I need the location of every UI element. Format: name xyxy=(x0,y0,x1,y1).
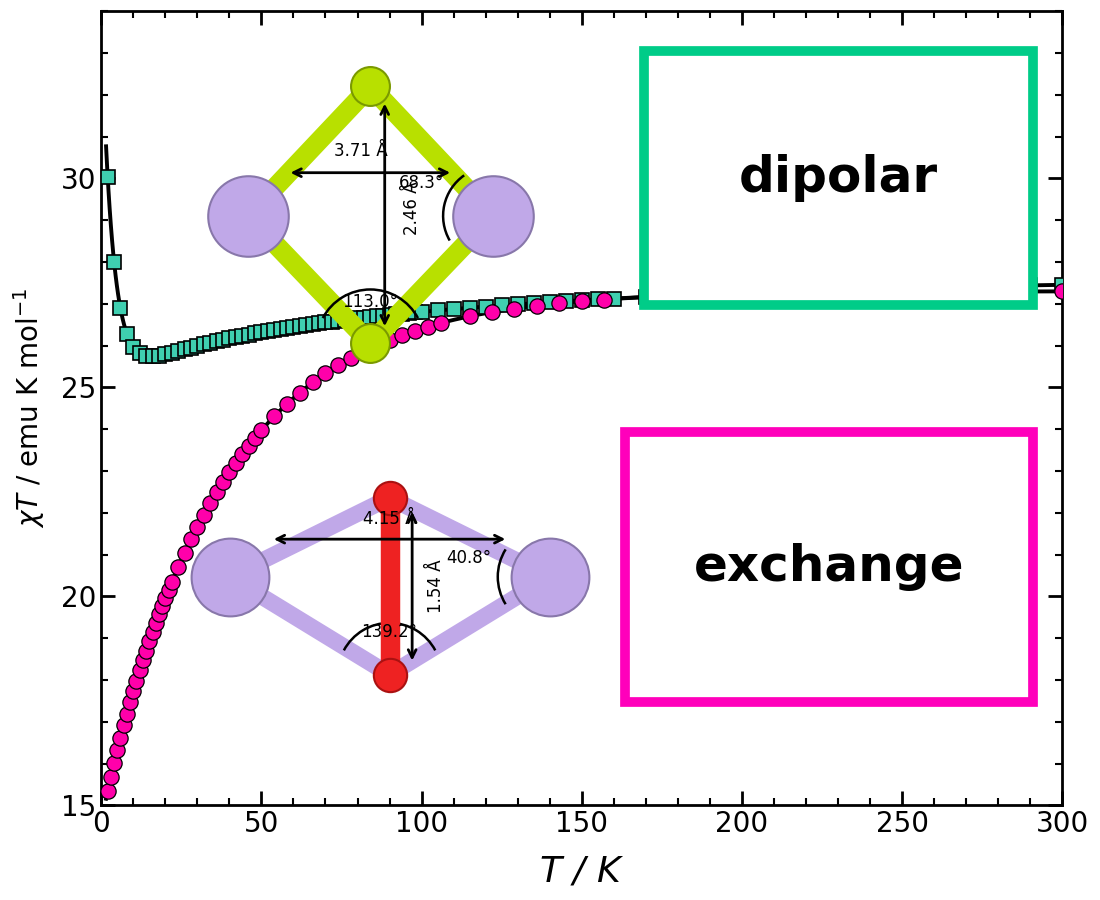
X-axis label: $T$ / K: $T$ / K xyxy=(539,855,625,889)
Text: exchange: exchange xyxy=(693,543,964,591)
Y-axis label: $\chi T$ / emu K mol$^{-1}$: $\chi T$ / emu K mol$^{-1}$ xyxy=(11,288,47,528)
Text: dipolar: dipolar xyxy=(739,154,938,202)
FancyBboxPatch shape xyxy=(645,50,1033,305)
FancyBboxPatch shape xyxy=(625,432,1033,702)
